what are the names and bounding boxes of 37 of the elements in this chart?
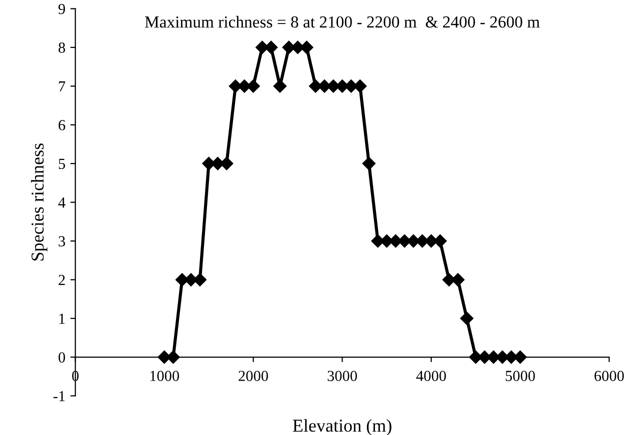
point <box>389 234 402 248</box>
y-tick-label: 8 <box>58 42 66 53</box>
point <box>238 80 251 93</box>
x-tick-label: 5000 <box>506 370 535 382</box>
y-tick-label: 5 <box>58 158 66 170</box>
point <box>291 40 304 54</box>
y-tick-label: 4 <box>58 198 66 208</box>
x-axis-title: Elevation (m) <box>292 419 392 435</box>
point <box>460 312 474 326</box>
x-tick-label: 3000 <box>328 370 357 382</box>
point <box>434 234 447 248</box>
y-tick-label: 1 <box>59 314 65 324</box>
x-tick-label: 2000 <box>238 370 268 382</box>
x-tick-label: 4000 <box>416 370 446 382</box>
point <box>362 156 376 170</box>
y-axis-title: Species richness <box>30 144 48 260</box>
point <box>256 40 269 54</box>
y-tick-label: 3 <box>58 236 66 246</box>
point <box>514 350 527 364</box>
chart-title: Maximum richness = 8 at 2100 - 2200 m & 2400 - 2600 m <box>145 16 540 28</box>
point <box>424 234 438 248</box>
x-tick-label: 6000 <box>594 370 624 382</box>
point <box>344 80 358 93</box>
point <box>273 80 287 93</box>
y-tick-label: 9 <box>58 4 66 14</box>
point <box>220 156 234 170</box>
x-tick-label: 1000 <box>150 370 180 382</box>
point <box>300 40 314 54</box>
y-tick-label: 7 <box>59 81 66 92</box>
y-tick-label: 2 <box>58 274 65 286</box>
point <box>380 234 394 248</box>
point <box>264 40 278 54</box>
y-tick-label: 6 <box>58 120 66 130</box>
y-tick-label: 0 <box>58 352 66 363</box>
point <box>211 156 224 170</box>
point <box>246 80 260 93</box>
y-tick-label: -1 <box>53 391 65 402</box>
